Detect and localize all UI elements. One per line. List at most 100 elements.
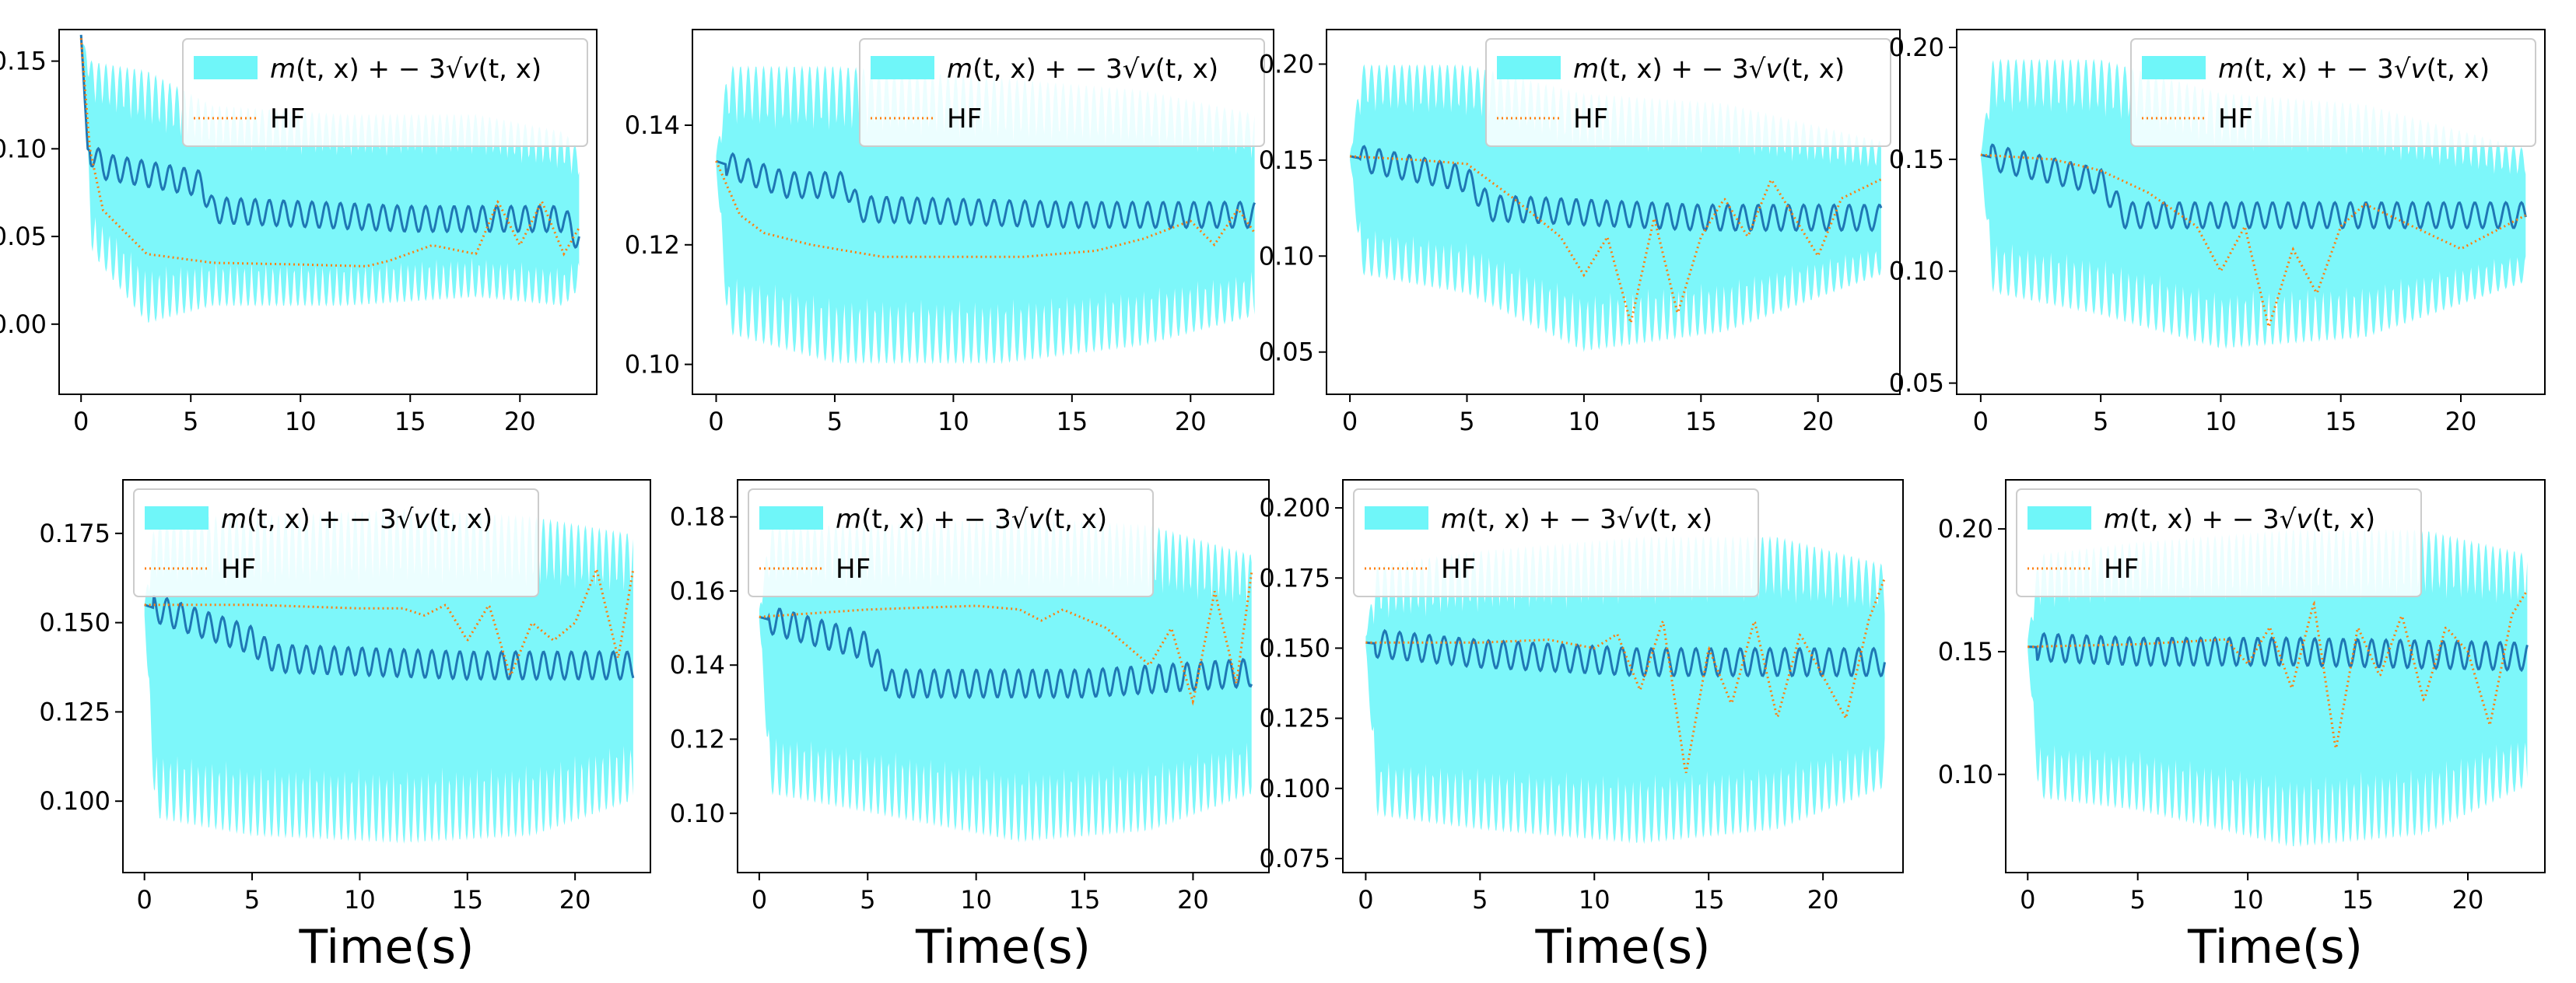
x-tick-label: 5 [183, 407, 198, 436]
y-tick-label: 0.14 [670, 650, 725, 680]
y-tick-label: 0.20 [1938, 514, 1993, 544]
y-tick-label: 0.05 [1889, 369, 1944, 398]
x-tick-label: 5 [1472, 885, 1488, 915]
legend-band-swatch [145, 506, 209, 530]
x-tick-label: 10 [1579, 885, 1610, 915]
legend-hf-label: HF [2218, 103, 2253, 135]
legend-hf-label: HF [270, 103, 305, 135]
hf-series [79, 38, 580, 268]
legend: m(t, x) + − 3√v(t, x) HF [748, 488, 1154, 597]
y-tick-label: 0.05 [0, 222, 47, 251]
axes-frame [1326, 29, 1901, 395]
legend-box [133, 488, 539, 597]
mean-series [1365, 628, 1886, 678]
y-tick-label: 0.10 [1938, 760, 1993, 789]
legend-band-label: m(t, x) + − 3√v(t, x) [221, 504, 492, 535]
y-tick-label: 0.15 [1938, 637, 1993, 666]
legend-hf-label: HF [1573, 103, 1608, 135]
x-tick-label: 15 [1056, 407, 1088, 436]
x-tick-label: 10 [344, 885, 376, 915]
y-tick-label: 0.100 [39, 786, 110, 816]
hf-series [144, 565, 635, 677]
y-tick-label: 0.200 [1259, 493, 1330, 523]
y-tick-label: 0.14 [625, 110, 680, 140]
legend: m(t, x) + − 3√v(t, x) HF [133, 488, 539, 597]
x-tick-label: 15 [2342, 885, 2374, 915]
x-tick-label: 15 [1685, 407, 1717, 436]
y-tick-label: 0.10 [0, 134, 47, 163]
x-tick-label: 0 [708, 407, 724, 436]
y-tick-label: 0.18 [670, 502, 725, 532]
x-tick-label: 20 [1175, 407, 1207, 436]
chart-panel-row2-col4: 0 5 10 15 20 0.10 0.15 0.20 m(t, x) + − 3√v(t, x… [1938, 479, 2546, 974]
x-axis-label: Time(s) [2187, 920, 2363, 974]
band-series [2028, 529, 2528, 848]
x-axis-label: Time(s) [299, 920, 475, 974]
legend: m(t, x) + − 3√v(t, x) HF [182, 38, 588, 147]
legend-box [1353, 488, 1759, 597]
legend-band-swatch [871, 56, 934, 79]
y-tick-label: 0.175 [39, 519, 110, 548]
legend-band-swatch [759, 506, 823, 530]
hf-series [715, 160, 1256, 258]
y-tick-label: 0.150 [1259, 633, 1330, 663]
mean-series [144, 594, 635, 681]
legend-band-label: m(t, x) + − 3√v(t, x) [2218, 54, 2490, 85]
y-tick-label: 0.05 [1259, 338, 1314, 367]
legend-band-swatch [1497, 56, 1561, 79]
axes-frame [122, 479, 651, 873]
legend: m(t, x) + − 3√v(t, x) HF [1485, 38, 1891, 147]
x-tick-label: 0 [752, 885, 767, 915]
y-tick-label: 0.20 [1259, 49, 1314, 79]
x-tick-label: 15 [1693, 885, 1725, 915]
x-tick-label: 5 [2130, 885, 2146, 915]
x-tick-label: 20 [2445, 407, 2477, 436]
legend: m(t, x) + − 3√v(t, x) HF [2016, 488, 2422, 597]
x-tick-label: 0 [136, 885, 152, 915]
legend-box [2130, 38, 2536, 147]
chart-panel-row2-col2: 0 5 10 15 20 0.10 0.12 0.14 0.16 0.18 m(t, x) + − … [670, 479, 1270, 974]
chart-panel-row2-col3: 0 5 10 15 20 0.075 0.100 0.125 0.150 0.175 0.200 m(… [1259, 479, 1904, 974]
x-axis-label: Time(s) [1535, 920, 1711, 974]
y-tick-label: 0.20 [1889, 33, 1944, 62]
y-tick-label: 0.125 [39, 697, 110, 726]
x-tick-label: 15 [394, 407, 426, 436]
mean-series [2028, 631, 2529, 673]
x-tick-label: 20 [1802, 407, 1834, 436]
x-tick-label: 20 [559, 885, 591, 915]
y-tick-label: 0.075 [1259, 844, 1330, 873]
x-tick-label: 0 [1358, 885, 1373, 915]
x-tick-label: 5 [2093, 407, 2108, 436]
legend-box [182, 38, 588, 147]
y-tick-label: 0.10 [1889, 257, 1944, 286]
x-tick-label: 5 [860, 885, 875, 915]
legend-band-label: m(t, x) + − 3√v(t, x) [947, 54, 1218, 85]
legend-band-swatch [194, 56, 258, 79]
chart-panel-row1-col3: 0 5 10 15 20 0.05 0.10 0.15 0.20 m(t, x) + − 3√v(… [1259, 29, 1901, 436]
legend-band-swatch [2142, 56, 2206, 79]
y-tick-label: 0.150 [39, 608, 110, 638]
legend-band-swatch [2028, 506, 2091, 530]
axes-frame [2005, 479, 2546, 873]
x-tick-label: 10 [2232, 885, 2264, 915]
axes-frame [1342, 479, 1904, 873]
mean-series [1349, 145, 1883, 233]
x-tick-label: 0 [1342, 407, 1358, 436]
x-tick-label: 15 [1069, 885, 1101, 915]
axes-frame [1956, 29, 2546, 395]
y-tick-label: 0.10 [625, 350, 680, 380]
x-tick-label: 10 [960, 885, 992, 915]
x-tick-label: 10 [2205, 407, 2237, 436]
mean-series [759, 607, 1253, 700]
legend-box [859, 38, 1265, 147]
y-tick-label: 0.15 [1259, 145, 1314, 175]
y-tick-label: 0.175 [1259, 563, 1330, 593]
legend: m(t, x) + − 3√v(t, x) HF [2130, 38, 2536, 147]
legend-hf-label: HF [1441, 554, 1476, 585]
x-tick-label: 20 [1807, 885, 1839, 915]
chart-panel-row1-col1: 0 5 10 15 20 0.00 0.05 0.10 0.15 m(t, x) + − 3√v(… [0, 29, 598, 436]
x-tick-label: 20 [1177, 885, 1209, 915]
axes-frame [692, 29, 1274, 395]
legend-band-label: m(t, x) + − 3√v(t, x) [270, 54, 541, 85]
legend-hf-label: HF [836, 554, 871, 585]
